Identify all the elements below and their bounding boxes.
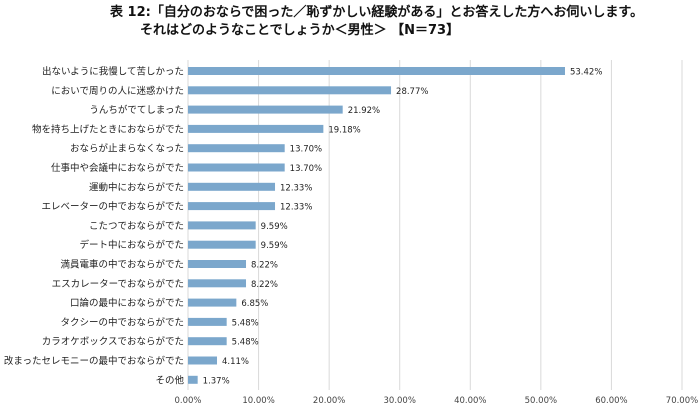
bar xyxy=(188,182,276,191)
bar xyxy=(188,163,285,172)
data-label: 12.33% xyxy=(280,203,312,213)
chart-title-line1: 表 12:「自分のおならで困った／恥ずかしい経験がある」とお答えした方へお伺いし… xyxy=(110,5,644,20)
category-label: エレベーターの中でおならがでた xyxy=(41,201,184,213)
category-label: こたつでおならがでた xyxy=(89,220,184,232)
category-label: 満員電車の中でおならがでた xyxy=(60,259,184,271)
x-tick-label: 0.00% xyxy=(174,396,201,406)
category-label: 仕事中や会議中におならがでた xyxy=(51,162,184,174)
data-label: 13.70% xyxy=(290,164,322,174)
data-label: 6.85% xyxy=(241,299,268,309)
bar xyxy=(188,279,247,288)
x-tick-label: 70.00% xyxy=(666,396,698,406)
category-label: においで周りの人に迷惑かけた xyxy=(51,85,184,97)
x-tick-label: 50.00% xyxy=(525,396,557,406)
bar xyxy=(188,260,247,268)
data-label: 8.22% xyxy=(251,261,278,271)
category-label: うんちがでてしまった xyxy=(89,104,184,116)
data-label: 8.22% xyxy=(251,280,278,290)
category-label: その他 xyxy=(155,374,184,386)
category-label: おならが止まらなくなった xyxy=(70,143,184,155)
data-label: 9.59% xyxy=(261,222,288,232)
data-label: 5.48% xyxy=(232,318,259,328)
data-label: 5.48% xyxy=(232,338,259,348)
chart-title-line2: それはどのようなことでしょうか＜男性＞ 【N＝73】 xyxy=(140,23,460,38)
data-label: 13.70% xyxy=(290,145,322,155)
category-label: 運動中におならがでた xyxy=(89,181,184,193)
data-label: 21.92% xyxy=(348,106,380,116)
data-label: 28.77% xyxy=(396,87,428,97)
bar xyxy=(188,67,565,75)
bar xyxy=(188,221,256,230)
bar xyxy=(188,202,276,211)
category-label: カラオケボックスでおならがでた xyxy=(42,336,184,348)
x-tick-label: 30.00% xyxy=(384,396,416,406)
x-tick-label: 60.00% xyxy=(595,396,627,406)
bar xyxy=(188,105,343,114)
data-label: 19.18% xyxy=(328,125,360,135)
category-label: 口論の最中におならがでた xyxy=(70,297,184,309)
category-label: タクシーの中でおならがでた xyxy=(60,316,184,328)
bar xyxy=(188,298,237,307)
data-label: 53.42% xyxy=(570,68,602,78)
category-label: デート中におならがでた xyxy=(79,239,184,251)
bar xyxy=(188,317,227,326)
bar xyxy=(188,356,218,365)
bar xyxy=(188,240,256,249)
bar xyxy=(188,124,324,133)
bar xyxy=(188,144,285,153)
data-label: 9.59% xyxy=(261,241,288,251)
x-tick-label: 10.00% xyxy=(242,396,274,406)
x-tick-label: 40.00% xyxy=(454,396,486,406)
chart-title: 表 12:「自分のおならで困った／恥ずかしい経験がある」とお答えした方へお伺いし… xyxy=(110,4,690,40)
bar xyxy=(188,337,227,346)
data-label: 1.37% xyxy=(203,376,230,386)
category-label: 物を持ち上げたときにおならがでた xyxy=(32,123,184,135)
data-label: 4.11% xyxy=(222,357,249,367)
x-tick-label: 20.00% xyxy=(313,396,345,406)
category-label: エスカレーターでおならがでた xyxy=(52,278,184,290)
bar xyxy=(188,375,198,384)
category-label: 改まったセレモニーの最中でおならがでた xyxy=(4,355,184,367)
bar xyxy=(188,86,392,95)
category-label: 出ないように我慢して苦しかった xyxy=(42,66,184,78)
data-label: 12.33% xyxy=(280,183,312,193)
